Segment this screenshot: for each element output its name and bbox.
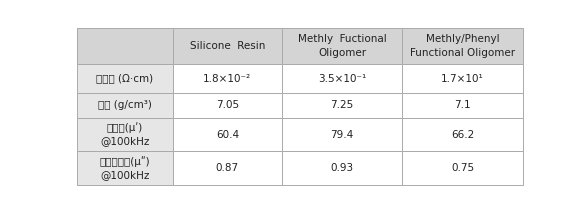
Bar <box>282 151 402 185</box>
Text: Methly  Fuctional
Oligomer: Methly Fuctional Oligomer <box>298 34 387 58</box>
Bar <box>173 118 282 151</box>
Text: 7.1: 7.1 <box>455 100 471 110</box>
Text: 3.5×10⁻¹: 3.5×10⁻¹ <box>318 74 366 84</box>
Text: 복소투자율(μʺ)
@100kHz: 복소투자율(μʺ) @100kHz <box>99 156 150 180</box>
Bar <box>282 64 402 93</box>
Bar <box>282 93 402 118</box>
Bar <box>77 93 173 118</box>
Bar <box>402 93 523 118</box>
Text: 7.25: 7.25 <box>331 100 354 110</box>
Text: 60.4: 60.4 <box>216 130 239 139</box>
Bar <box>173 64 282 93</box>
Text: 밀도 (g/cm³): 밀도 (g/cm³) <box>98 100 152 110</box>
Text: Silicone  Resin: Silicone Resin <box>190 41 265 51</box>
Bar <box>77 64 173 93</box>
Bar <box>173 28 282 64</box>
Text: 투자율(μʹ)
@100kHz: 투자율(μʹ) @100kHz <box>100 123 149 147</box>
Text: 비저항 (Ω·cm): 비저항 (Ω·cm) <box>96 74 153 84</box>
Bar <box>402 64 523 93</box>
Bar <box>402 28 523 64</box>
Bar <box>282 28 402 64</box>
Text: 0.93: 0.93 <box>331 163 354 173</box>
Bar <box>402 151 523 185</box>
Text: 66.2: 66.2 <box>451 130 474 139</box>
Bar <box>173 151 282 185</box>
Text: Methly/Phenyl
Functional Oligomer: Methly/Phenyl Functional Oligomer <box>410 34 515 58</box>
Bar <box>173 93 282 118</box>
Text: 1.8×10⁻²: 1.8×10⁻² <box>203 74 252 84</box>
Bar <box>77 28 173 64</box>
Text: 7.05: 7.05 <box>216 100 239 110</box>
Text: 1.7×10¹: 1.7×10¹ <box>441 74 484 84</box>
Bar <box>77 118 173 151</box>
Bar <box>282 118 402 151</box>
Bar <box>77 151 173 185</box>
Text: 79.4: 79.4 <box>331 130 354 139</box>
Text: 0.75: 0.75 <box>451 163 474 173</box>
Text: 0.87: 0.87 <box>216 163 239 173</box>
Bar <box>402 118 523 151</box>
